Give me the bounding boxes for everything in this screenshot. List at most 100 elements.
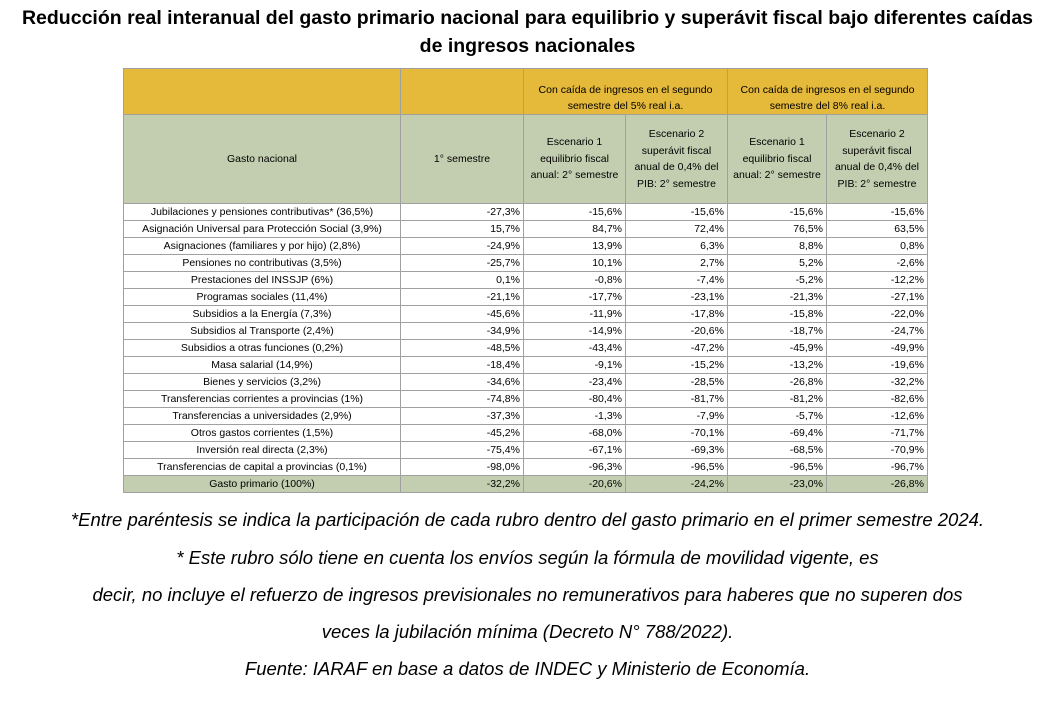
value-cell: -0,8% — [523, 271, 626, 289]
note: * Este rubro sólo tiene en cuenta los en… — [176, 547, 879, 568]
value-cell: -34,9% — [400, 322, 524, 340]
row-label: Pensiones no contributivas (3,5%) — [123, 254, 401, 272]
value-cell: -27,3% — [400, 203, 524, 221]
table-row: Bienes y servicios (3,2%) -34,6% -23,4% -28… — [123, 373, 928, 391]
value-cell: -23,4% — [523, 373, 626, 391]
value-cell: -69,4% — [727, 424, 827, 442]
value-cell: -82,6% — [826, 390, 928, 408]
column-header: Gasto nacional — [123, 114, 401, 204]
value-cell: 6,3% — [625, 237, 728, 255]
value-cell: -5,2% — [727, 271, 827, 289]
value-cell: -96,5% — [625, 458, 728, 476]
table-row: Otros gastos corrientes (1,5%) -45,2% -68,… — [123, 424, 928, 442]
value-cell: 0,1% — [400, 271, 524, 289]
group-header: Con caída de ingresos en el segundo seme… — [727, 68, 928, 115]
note: veces la jubilación mínima (Decreto N° 7… — [321, 621, 734, 642]
value-cell: -45,9% — [727, 339, 827, 357]
note: Fuente: IARAF en base a datos de INDEC y… — [244, 658, 811, 679]
value-cell: -68,0% — [523, 424, 626, 442]
value-cell: -24,2% — [625, 475, 728, 493]
value-cell: -70,1% — [625, 424, 728, 442]
value-cell: -15,6% — [625, 203, 728, 221]
value-cell: -81,7% — [625, 390, 728, 408]
value-cell: -27,1% — [826, 288, 928, 306]
column-header: Escenario 1 equilibrio fiscal anual: 2° … — [523, 114, 626, 204]
row-label: Transferencias de capital a provincias (… — [123, 458, 401, 476]
value-cell: -23,0% — [727, 475, 827, 493]
value-cell: -18,4% — [400, 356, 524, 374]
table-row: Prestaciones del INSSJP (6%) 0,1% -0,8% -7,… — [123, 271, 928, 289]
group-header-row: Con caída de ingresos en el segundo seme… — [123, 68, 928, 115]
value-cell: -12,6% — [826, 407, 928, 425]
value-cell: -9,1% — [523, 356, 626, 374]
value-cell: -26,8% — [826, 475, 928, 493]
value-cell: -34,6% — [400, 373, 524, 391]
value-cell: -45,6% — [400, 305, 524, 323]
table-row: Asignación Universal para Protección Soc… — [123, 220, 928, 238]
value-cell: -18,7% — [727, 322, 827, 340]
value-cell: -2,6% — [826, 254, 928, 272]
table-row: Transferencias corrientes a provincias (… — [123, 390, 928, 408]
table-row: Programas sociales (11,4%) -21,1% -17,7% -2… — [123, 288, 928, 306]
value-cell: -45,2% — [400, 424, 524, 442]
column-header: Escenario 2 superávit fiscal anual de 0,… — [826, 114, 928, 204]
value-cell: -15,6% — [727, 203, 827, 221]
value-cell: 5,2% — [727, 254, 827, 272]
title: Reducción real interanual del gasto prim… — [21, 7, 1034, 57]
notes: *Entre paréntesis se indica la participa… — [10, 506, 1045, 687]
value-cell: -1,3% — [523, 407, 626, 425]
row-label: Subsidios al Transporte (2,4%) — [123, 322, 401, 340]
header-cell — [400, 68, 524, 115]
value-cell: 13,9% — [523, 237, 626, 255]
row-label: Prestaciones del INSSJP (6%) — [123, 271, 401, 289]
row-label: Inversión real directa (2,3%) — [123, 441, 401, 459]
value-cell: 63,5% — [826, 220, 928, 238]
value-cell: -7,9% — [625, 407, 728, 425]
row-label: Otros gastos corrientes (1,5%) — [123, 424, 401, 442]
value-cell: -15,6% — [523, 203, 626, 221]
value-cell: -49,9% — [826, 339, 928, 357]
value-cell: -48,5% — [400, 339, 524, 357]
value-cell: -75,4% — [400, 441, 524, 459]
table-row: Subsidios al Transporte (2,4%) -34,9% -14,… — [123, 322, 928, 340]
row-label: Programas sociales (11,4%) — [123, 288, 401, 306]
table-body: Con caída de ingresos en el segundo seme… — [123, 68, 928, 493]
column-header: Escenario 2 superávit fiscal anual de 0,… — [625, 114, 728, 204]
value-cell: -24,9% — [400, 237, 524, 255]
group-header: Con caída de ingresos en el segundo seme… — [523, 68, 728, 115]
value-cell: 2,7% — [625, 254, 728, 272]
value-cell: -21,1% — [400, 288, 524, 306]
row-label: Jubilaciones y pensiones contributivas* … — [123, 203, 401, 221]
table-row: Transferencias de capital a provincias (… — [123, 458, 928, 476]
table-row: Subsidios a la Energía (7,3%) -45,6% -11,9… — [123, 305, 928, 323]
value-cell: -32,2% — [400, 475, 524, 493]
value-cell: -69,3% — [625, 441, 728, 459]
value-cell: 0,8% — [826, 237, 928, 255]
note: *Entre paréntesis se indica la participa… — [70, 509, 985, 530]
value-cell: -24,7% — [826, 322, 928, 340]
value-cell: 76,5% — [727, 220, 827, 238]
row-label: Subsidios a otras funciones (0,2%) — [123, 339, 401, 357]
value-cell: -67,1% — [523, 441, 626, 459]
value-cell: 84,7% — [523, 220, 626, 238]
value-cell: -19,6% — [826, 356, 928, 374]
column-header: Escenario 1 equilibrio fiscal anual: 2° … — [727, 114, 827, 204]
value-cell: -15,6% — [826, 203, 928, 221]
value-cell: -98,0% — [400, 458, 524, 476]
value-cell: -47,2% — [625, 339, 728, 357]
row-label: Bienes y servicios (3,2%) — [123, 373, 401, 391]
value-cell: -32,2% — [826, 373, 928, 391]
value-cell: -5,7% — [727, 407, 827, 425]
row-label: Transferencias a universidades (2,9%) — [123, 407, 401, 425]
value-cell: -22,0% — [826, 305, 928, 323]
table-row: Inversión real directa (2,3%) -75,4% -67,1… — [123, 441, 928, 459]
value-cell: -14,9% — [523, 322, 626, 340]
value-cell: -25,7% — [400, 254, 524, 272]
value-cell: -17,7% — [523, 288, 626, 306]
row-label: Masa salarial (14,9%) — [123, 356, 401, 374]
value-cell: -23,1% — [625, 288, 728, 306]
value-cell: -28,5% — [625, 373, 728, 391]
header-cell — [123, 68, 401, 115]
value-cell: -80,4% — [523, 390, 626, 408]
